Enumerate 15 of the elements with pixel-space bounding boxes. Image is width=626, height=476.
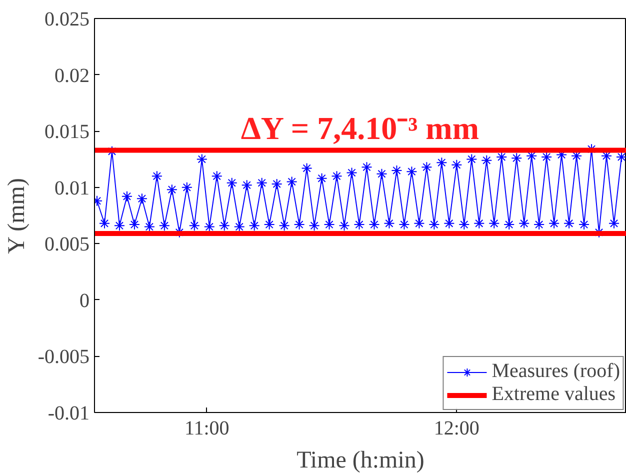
- y-tick-label: 0.015: [44, 121, 90, 144]
- y-tick-label: 0.01: [54, 177, 90, 200]
- y-tick-label: 0.02: [54, 64, 90, 87]
- y-tick-label: 0: [80, 290, 90, 312]
- x-axis-title: Time (h:min): [296, 448, 424, 474]
- annotation: ΔY = 7,4.10⁻³ mm: [240, 110, 480, 146]
- x-tick-label: 12:00: [434, 418, 480, 440]
- y-tick-label: -0.005: [38, 346, 90, 368]
- y-tick-label: 0.005: [44, 234, 90, 256]
- legend-label: Extreme values: [492, 383, 616, 406]
- x-tick-label: 11:00: [184, 418, 230, 440]
- y-tick-label: -0.01: [48, 402, 90, 424]
- y-tick-label: 0.025: [44, 8, 90, 30]
- legend-label: Measures (roof): [492, 360, 620, 383]
- y-axis-title: Y (mm): [4, 178, 30, 254]
